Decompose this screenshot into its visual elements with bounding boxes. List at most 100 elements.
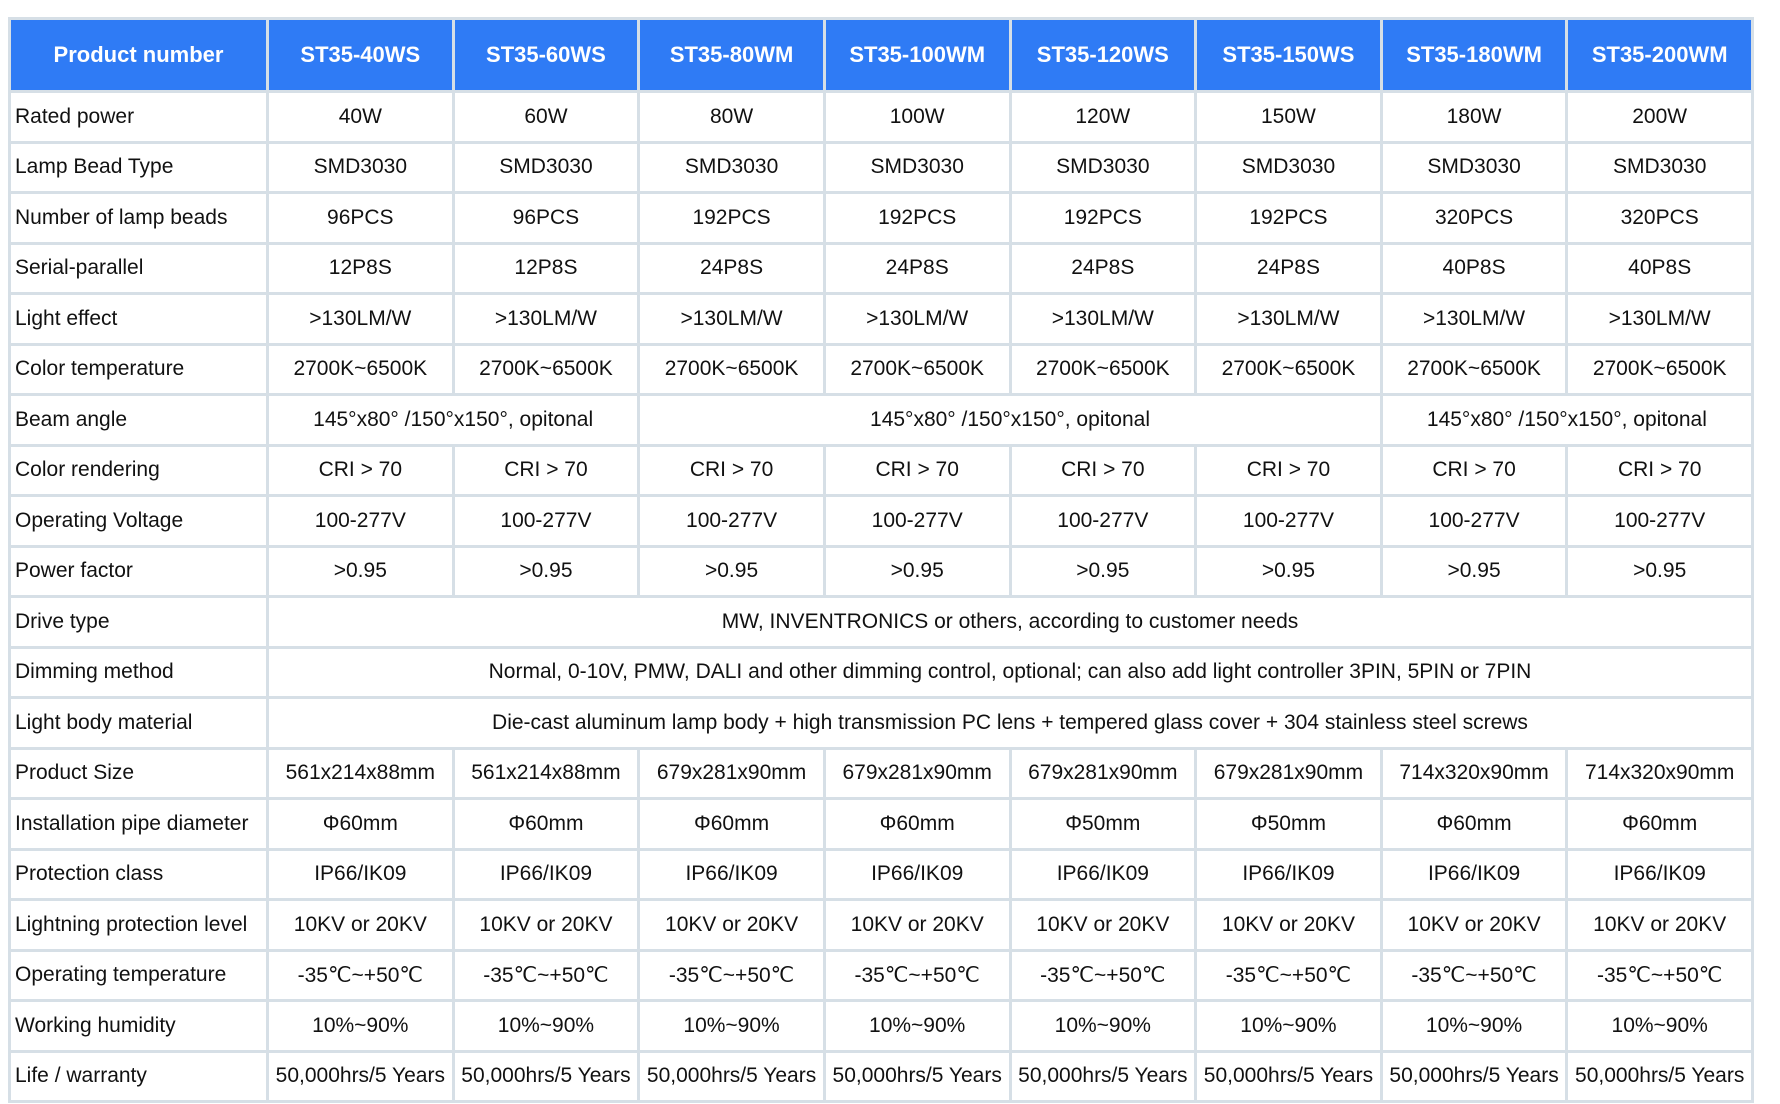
table-cell: 10%~90% (637, 999, 826, 1053)
table-cell: SMD3030 (1565, 140, 1754, 194)
table-cell: CRI > 70 (1379, 443, 1569, 497)
table-cell: IP66/IK09 (1379, 847, 1569, 901)
table-cell: Φ60mm (451, 797, 641, 851)
table-cell: Φ60mm (637, 797, 826, 851)
table-row: Drive type MW, INVENTRONICS or others, ac… (8, 595, 1754, 649)
table-cell: 2700K~6500K (637, 342, 826, 396)
table-cell: 10KV or 20KV (1565, 898, 1754, 952)
row-label: Working humidity (8, 999, 269, 1053)
row-label: Number of lamp beads (8, 191, 269, 245)
table-cell: 561x214x88mm (266, 746, 455, 800)
table-cell: 24P8S (1194, 241, 1383, 295)
table-cell: 12P8S (266, 241, 455, 295)
table-cell: 192PCS (637, 191, 826, 245)
table-cell: Φ60mm (1379, 797, 1569, 851)
table-cell: 10KV or 20KV (822, 898, 1012, 952)
header-model: ST35-80WM (637, 17, 826, 93)
table-cell: Φ50mm (1008, 797, 1198, 851)
table-cell: 40P8S (1379, 241, 1569, 295)
table-cell: 50,000hrs/5 Years (637, 1049, 826, 1103)
table-cell: CRI > 70 (1008, 443, 1198, 497)
table-cell: 10KV or 20KV (637, 898, 826, 952)
header-model: ST35-120WS (1008, 17, 1198, 93)
table-cell: >130LM/W (1565, 292, 1754, 346)
table-row: Protection class IP66/IK09 IP66/IK09 IP66/I… (8, 847, 1754, 901)
spec-table: Product number ST35-40WS ST35-60WS ST35-80W… (8, 17, 1755, 1103)
table-cell: 10%~90% (1008, 999, 1198, 1053)
table-cell: 10%~90% (822, 999, 1012, 1053)
table-cell: 24P8S (1008, 241, 1198, 295)
table-cell: 192PCS (822, 191, 1012, 245)
table-cell: 145°x80° /150°x150°, opitonal (1379, 393, 1755, 447)
table-cell: 10KV or 20KV (1008, 898, 1198, 952)
table-cell: 192PCS (1008, 191, 1198, 245)
table-cell: >0.95 (266, 544, 455, 598)
table-row: Operating temperature -35℃~+50℃ -35℃~+50℃ -… (8, 948, 1754, 1002)
table-cell: 2700K~6500K (1008, 342, 1198, 396)
table-cell: 320PCS (1565, 191, 1754, 245)
table-cell: CRI > 70 (1194, 443, 1383, 497)
table-cell: -35℃~+50℃ (1379, 948, 1569, 1002)
table-cell: 12P8S (451, 241, 641, 295)
table-cell: 50,000hrs/5 Years (266, 1049, 455, 1103)
row-label: Light body material (8, 696, 269, 750)
table-cell: CRI > 70 (1565, 443, 1754, 497)
table-cell: MW, INVENTRONICS or others, according to… (266, 595, 1754, 649)
table-cell: SMD3030 (637, 140, 826, 194)
table-cell: Φ60mm (1565, 797, 1754, 851)
table-cell: IP66/IK09 (822, 847, 1012, 901)
row-label: Color temperature (8, 342, 269, 396)
table-cell: -35℃~+50℃ (637, 948, 826, 1002)
table-cell: 60W (451, 90, 641, 144)
table-cell: 679x281x90mm (637, 746, 826, 800)
table-row: Operating Voltage 100-277V 100-277V 100-277… (8, 494, 1754, 548)
table-cell: Φ60mm (266, 797, 455, 851)
table-cell: 50,000hrs/5 Years (822, 1049, 1012, 1103)
table-cell: >0.95 (822, 544, 1012, 598)
table-cell: 150W (1194, 90, 1383, 144)
table-cell: >0.95 (1194, 544, 1383, 598)
table-row: Light body material Die-cast aluminum lam… (8, 696, 1754, 750)
table-cell: 50,000hrs/5 Years (1008, 1049, 1198, 1103)
table-cell: 96PCS (451, 191, 641, 245)
header-model: ST35-150WS (1194, 17, 1383, 93)
table-cell: 100-277V (1194, 494, 1383, 548)
table-cell: Die-cast aluminum lamp body + high trans… (266, 696, 1754, 750)
header-model: ST35-40WS (266, 17, 455, 93)
table-cell: 24P8S (822, 241, 1012, 295)
table-cell: 10KV or 20KV (1379, 898, 1569, 952)
table-cell: IP66/IK09 (1565, 847, 1754, 901)
table-cell: 10KV or 20KV (451, 898, 641, 952)
table-cell: -35℃~+50℃ (1008, 948, 1198, 1002)
table-cell: 100-277V (637, 494, 826, 548)
table-cell: -35℃~+50℃ (822, 948, 1012, 1002)
table-cell: 320PCS (1379, 191, 1569, 245)
table-cell: -35℃~+50℃ (266, 948, 455, 1002)
table-cell: 50,000hrs/5 Years (451, 1049, 641, 1103)
row-label: Beam angle (8, 393, 269, 447)
table-cell: 714x320x90mm (1565, 746, 1754, 800)
table-cell: >0.95 (451, 544, 641, 598)
table-cell: 100-277V (1565, 494, 1754, 548)
table-row: Lamp Bead Type SMD3030 SMD3030 SMD3030 SMD30… (8, 140, 1754, 194)
table-row: Beam angle 145°x80° /150°x150°, opitonal 1… (8, 393, 1755, 447)
table-cell: IP66/IK09 (1008, 847, 1198, 901)
table-cell: 714x320x90mm (1379, 746, 1569, 800)
row-label: Light effect (8, 292, 269, 346)
table-cell: Φ50mm (1194, 797, 1383, 851)
row-label: Protection class (8, 847, 269, 901)
table-cell: 561x214x88mm (451, 746, 641, 800)
table-row: Working humidity 10%~90% 10%~90% 10%~90% 10%… (8, 999, 1754, 1053)
table-cell: 50,000hrs/5 Years (1565, 1049, 1754, 1103)
header-model: ST35-100WM (822, 17, 1012, 93)
table-cell: SMD3030 (1008, 140, 1198, 194)
row-label: Rated power (8, 90, 269, 144)
row-label: Serial-parallel (8, 241, 269, 295)
table-cell: >130LM/W (451, 292, 641, 346)
table-cell: 40W (266, 90, 455, 144)
table-cell: 10%~90% (1194, 999, 1383, 1053)
table-cell: 24P8S (637, 241, 826, 295)
row-label: Product Size (8, 746, 269, 800)
table-cell: 2700K~6500K (1379, 342, 1569, 396)
table-cell: 192PCS (1194, 191, 1383, 245)
